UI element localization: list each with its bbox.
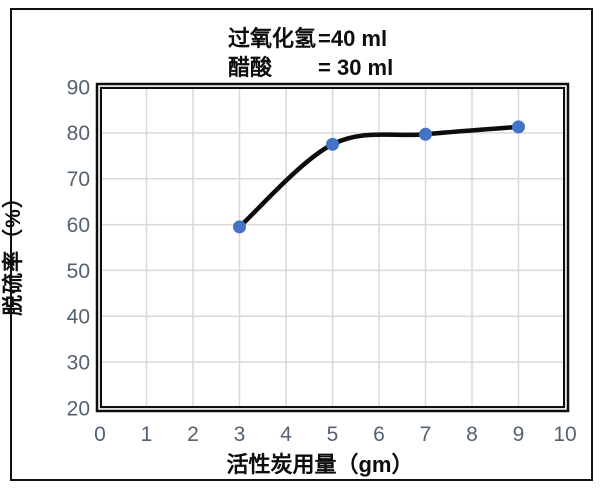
- x-axis-title: 活性炭用量（gm）: [226, 452, 414, 477]
- y-tick-label: 20: [67, 397, 90, 420]
- x-tick-label: 3: [234, 423, 246, 446]
- x-tick-label: 9: [513, 423, 525, 446]
- y-tick-label: 40: [67, 306, 90, 329]
- title-line1-label: 过氧化氢: [228, 26, 317, 51]
- data-series: [233, 120, 525, 234]
- data-point-marker: [233, 220, 246, 234]
- x-tick-label: 8: [466, 423, 478, 446]
- y-tick-label: 80: [67, 122, 90, 145]
- title-line2-label: 醋酸: [228, 55, 273, 80]
- data-point-marker: [512, 120, 525, 134]
- x-tick-label: 6: [373, 423, 385, 446]
- plot-area-border: [95, 82, 570, 413]
- chart-title: 过氧化氢 =40 ml 醋酸 = 30 ml: [228, 24, 393, 82]
- axis-tick-labels: 90 80 70 60 50 40 30 200 1 2 3 4 5 6 7 8 9 10: [67, 76, 577, 446]
- series-line: [237, 124, 521, 230]
- x-tick-label: 7: [420, 423, 432, 446]
- y-tick-label: 30: [67, 351, 90, 374]
- y-tick-label: 90: [67, 76, 90, 99]
- x-tick-label: 4: [280, 423, 292, 446]
- x-tick-label: 10: [553, 423, 576, 446]
- title-line1-value: =40 ml: [318, 26, 388, 51]
- x-tick-label: 0: [94, 423, 106, 446]
- x-tick-label: 1: [141, 423, 153, 446]
- data-point-marker: [326, 137, 339, 151]
- y-tick-label: 60: [67, 214, 90, 237]
- plot-border-inner: [100, 87, 565, 408]
- y-axis-title: 脱硫率（%）: [2, 186, 25, 316]
- data-point-marker: [419, 127, 432, 141]
- chart-title-line-2: 醋酸 = 30 ml: [228, 53, 393, 82]
- y-tick-label: 70: [67, 168, 90, 191]
- x-tick-label: 2: [187, 423, 199, 446]
- plot-border-outer: [95, 82, 570, 413]
- gridlines: [99, 86, 566, 409]
- chart-title-line-1: 过氧化氢 =40 ml: [228, 24, 393, 53]
- x-tick-label: 5: [327, 423, 339, 446]
- y-tick-label: 50: [67, 260, 90, 283]
- title-line2-value: = 30 ml: [318, 55, 394, 80]
